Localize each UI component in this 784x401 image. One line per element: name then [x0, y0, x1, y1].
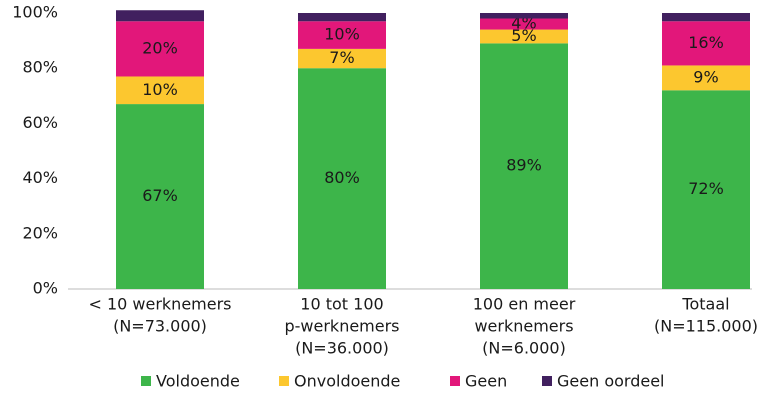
legend-swatch	[450, 376, 460, 386]
bar-segment	[116, 10, 204, 22]
legend-label: Geen oordeel	[557, 372, 664, 391]
data-label: 10%	[142, 80, 178, 99]
x-tick-label: werknemers	[474, 317, 573, 336]
x-tick-label: Totaal	[681, 295, 729, 314]
legend-swatch	[141, 376, 151, 386]
bar-segment	[116, 21, 204, 77]
data-label: 5%	[511, 26, 536, 45]
bar-segment	[298, 68, 386, 289]
x-tick-label: (N=115.000)	[654, 317, 758, 336]
y-tick-label: 100%	[12, 3, 58, 22]
y-tick-label: 40%	[22, 168, 58, 187]
x-tick-label: (N=6.000)	[482, 339, 566, 358]
bar-segment	[480, 43, 568, 289]
bar-segment	[662, 13, 750, 22]
bar-segment	[662, 65, 750, 91]
data-label: 80%	[324, 168, 360, 187]
bar-segment	[298, 48, 386, 69]
data-label: 72%	[688, 179, 724, 198]
bar-segment	[662, 21, 750, 66]
data-label: 10%	[324, 25, 360, 44]
bar-segment	[298, 13, 386, 22]
data-label: 16%	[688, 33, 724, 52]
data-label: 9%	[693, 67, 718, 86]
legend-swatch	[542, 376, 552, 386]
bar-segment	[116, 104, 204, 289]
x-tick-label: 100 en meer	[473, 295, 576, 314]
legend-label: Voldoende	[156, 372, 240, 391]
x-tick-label: (N=73.000)	[113, 317, 207, 336]
y-tick-label: 0%	[33, 279, 58, 298]
bar-segment	[116, 76, 204, 105]
bar-segment	[480, 13, 568, 19]
data-label: 89%	[506, 156, 542, 175]
bar-segment	[662, 90, 750, 289]
bar-segment	[298, 21, 386, 49]
data-label: 20%	[142, 38, 178, 57]
legend-swatch	[279, 376, 289, 386]
data-label: 7%	[329, 48, 354, 67]
y-tick-label: 20%	[22, 223, 58, 242]
legend-label: Geen	[465, 372, 507, 391]
legend-label: Onvoldoende	[294, 372, 400, 391]
x-tick-label: 10 tot 100	[300, 295, 383, 314]
y-tick-label: 60%	[22, 113, 58, 132]
y-tick-label: 80%	[22, 58, 58, 77]
data-label: 67%	[142, 186, 178, 205]
x-tick-label: p-werknemers	[284, 317, 399, 336]
x-tick-label: < 10 werknemers	[88, 295, 231, 314]
bar-segment	[480, 18, 568, 30]
bar-segment	[480, 29, 568, 44]
x-tick-label: (N=36.000)	[295, 339, 389, 358]
